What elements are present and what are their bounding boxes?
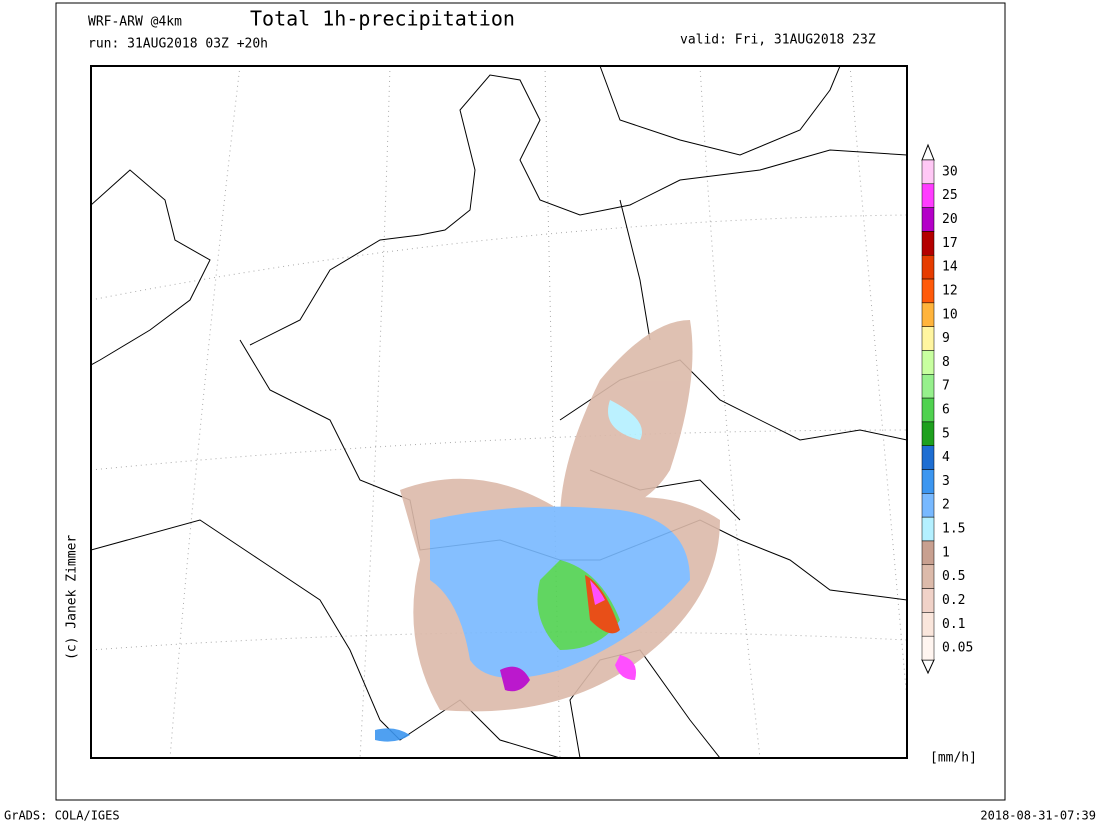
title: Total 1h-precipitation bbox=[250, 7, 515, 31]
outer-frame bbox=[55, 2, 1006, 801]
colorbar-label: 17 bbox=[942, 236, 958, 251]
valid-label: valid: Fri, 31AUG2018 23Z bbox=[680, 33, 876, 48]
model-label: WRF-ARW @4km bbox=[88, 15, 182, 30]
colorbar-label: 1 bbox=[942, 545, 950, 560]
colorbar-swatch bbox=[921, 588, 935, 613]
colorbar-top-arrow bbox=[921, 143, 935, 161]
colorbar-label: 10 bbox=[942, 307, 958, 322]
colorbar-swatch bbox=[921, 493, 935, 518]
colorbar-label: 0.5 bbox=[942, 569, 965, 584]
colorbar-swatch bbox=[921, 469, 935, 494]
coastline bbox=[91, 169, 211, 366]
colorbar-swatch bbox=[921, 350, 935, 375]
colorbar-swatch bbox=[921, 445, 935, 470]
colorbar-label: 7 bbox=[942, 379, 950, 394]
colorbar-swatch bbox=[921, 159, 935, 185]
colorbar-bottom-arrow bbox=[921, 659, 935, 675]
footer-right: 2018-08-31-07:39 bbox=[980, 809, 1096, 823]
colorbar-swatch bbox=[921, 231, 935, 256]
colorbar-label: 9 bbox=[942, 331, 950, 346]
precipitation bbox=[375, 320, 720, 742]
footer-left: GrADS: COLA/IGES bbox=[4, 809, 120, 823]
colorbar-label: 2 bbox=[942, 498, 950, 513]
coastline bbox=[249, 74, 907, 346]
colorbar-swatch bbox=[921, 278, 935, 304]
colorbar-swatch bbox=[921, 421, 935, 446]
colorbar-swatch bbox=[921, 635, 935, 661]
colorbar-label: 12 bbox=[942, 283, 958, 298]
colorbar-swatch bbox=[921, 254, 935, 280]
colorbar-label: 14 bbox=[942, 260, 958, 275]
coastline bbox=[599, 66, 841, 156]
map bbox=[90, 65, 908, 759]
colorbar-swatch bbox=[921, 207, 935, 232]
colorbar-label: 0.05 bbox=[942, 641, 973, 656]
colorbar-label: 5 bbox=[942, 426, 950, 441]
colorbar-swatch bbox=[921, 183, 935, 208]
colorbar-label: 6 bbox=[942, 403, 950, 418]
colorbar-label: 3 bbox=[942, 474, 950, 489]
colorbar-swatch bbox=[921, 612, 935, 637]
colorbar-swatch bbox=[921, 326, 935, 351]
colorbar-label: 30 bbox=[942, 164, 958, 179]
colorbar-label: 8 bbox=[942, 355, 950, 370]
map-frame bbox=[90, 65, 908, 759]
colorbar-swatch bbox=[921, 397, 935, 423]
credit: (c) Janek Zimmer bbox=[65, 535, 80, 660]
colorbar-label: 1.5 bbox=[942, 522, 965, 537]
unit-label: [mm/h] bbox=[930, 751, 977, 766]
colorbar-swatch bbox=[921, 302, 935, 327]
colorbar-swatch bbox=[921, 564, 935, 589]
colorbar-swatch bbox=[921, 540, 935, 566]
colorbar-label: 0.2 bbox=[942, 593, 965, 608]
colorbar-label: 0.1 bbox=[942, 617, 965, 632]
colorbar: 30 25 20 17 14 12 10 9 8 7 6 5 4 3 2 1.5 1 0.5 0.2 0.1 0.05 bbox=[921, 143, 973, 675]
colorbar-label: 20 bbox=[942, 212, 958, 227]
colorbar-swatch bbox=[921, 516, 935, 542]
colorbar-swatch bbox=[921, 374, 935, 399]
graticule bbox=[91, 66, 907, 758]
colorbar-label: 25 bbox=[942, 188, 958, 203]
colorbar-label: 4 bbox=[942, 450, 950, 465]
run-label: run: 31AUG2018 03Z +20h bbox=[88, 37, 268, 52]
